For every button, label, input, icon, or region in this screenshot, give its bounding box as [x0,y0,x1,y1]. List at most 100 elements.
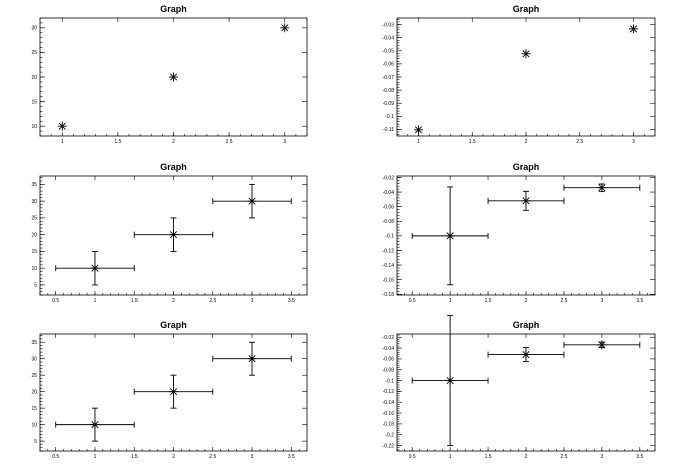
marker-stroke [414,126,423,134]
x-tick-label: 1.5 [131,298,138,304]
x-tick-label: 0.5 [409,298,416,304]
y-tick-label: -0.08 [383,368,395,374]
y-tick-label: 10 [31,422,37,428]
y-tick-label: -0.2 [385,433,394,439]
marker-stroke [446,377,454,385]
marker-stroke [598,184,606,192]
x-tick-label: 2 [172,454,175,460]
y-tick-label: 15 [31,249,37,255]
y-tick-label: -0.18 [383,422,395,428]
y-tick-label: -0.08 [383,219,395,225]
data-point [55,250,135,286]
x-tick-label: 3 [600,298,603,304]
x-tick-label: 2 [172,298,175,304]
plot-frame [396,17,656,137]
data-point [411,186,489,286]
marker-stroke [598,341,606,349]
y-tick-label: -0.1 [385,114,394,120]
y-tick-label: -0.03 [383,22,395,28]
y-tick-label: -0.07 [383,75,395,81]
graph-title: Graph [513,320,540,330]
x-tick-label: 2.5 [560,298,567,304]
x-tick-label: 2 [172,139,175,145]
asterisk-marker [414,125,423,135]
asterisk-marker [521,49,531,59]
x-tick-label: 1.5 [131,454,138,460]
data-point [629,24,638,34]
x-tick-label: 2.5 [560,454,567,460]
x-tick-label: 1 [449,298,452,304]
y-tick-label: -0.02 [383,175,395,181]
y-tick-label: 25 [31,216,37,222]
data-point [169,72,178,82]
marker-stroke [169,388,178,396]
x-tick-label: 2.5 [209,298,216,304]
y-tick-label: 10 [31,266,37,272]
x-tick-label: 3 [251,298,254,304]
x-tick-label: 1.5 [469,139,476,145]
y-tick-label: -0.04 [383,190,395,196]
marker-stroke [169,73,178,81]
data-point [133,217,214,252]
graph-title: Graph [513,4,540,14]
x-tick-label: 1 [94,298,97,304]
x-tick-label: 2.5 [209,454,216,460]
data-point [563,340,641,350]
x-tick-label: 1.5 [485,298,492,304]
y-tick-label: -0.14 [383,263,395,269]
data-point [133,374,214,409]
y-tick-label: 20 [31,232,37,238]
graph-title: Graph [160,162,187,172]
graph-panel-2: Graph 1 1.5 2 2.5 3 -0.03 -0.04 -0.05 -0.06 -0.07 -… [383,4,656,145]
x-tick-label: 3 [600,454,603,460]
x-tick-label: 2 [525,298,528,304]
data-point [521,49,531,59]
x-tick-label: 1 [94,454,97,460]
data-point [55,407,135,442]
y-tick-label: 15 [31,406,37,412]
data-point [487,190,565,211]
marker-stroke [629,25,638,33]
data-point [57,121,67,131]
data-point [411,315,489,447]
graph-panel-6: Graph 0.5 1 1.5 2 2.5 3 3.5 -0.02 -0.04 -0.06 -0.08… [383,315,656,460]
y-tick-label: -0.06 [383,357,395,363]
y-tick-label: -0.08 [383,88,395,94]
y-tick-label: -0.05 [383,49,395,55]
graph-panel-3: Graph 0.5 1 1.5 2 2.5 3 3.5 5 10 15 20 25 30 35 [31,162,308,304]
marker-stroke [522,351,530,359]
y-tick-label: 20 [31,75,37,81]
x-tick-label: 0.5 [409,454,416,460]
marker-stroke [248,355,256,363]
marker-stroke [522,197,530,205]
x-tick-label: 3 [251,454,254,460]
x-tick-label: 0.5 [52,454,59,460]
x-tick-label: 2.5 [226,139,233,145]
y-tick-label: -0.18 [383,292,395,298]
x-tick-label: 3.5 [636,454,643,460]
marker-stroke [91,421,99,429]
asterisk-marker [169,230,178,240]
x-tick-label: 1 [417,139,420,145]
graph-panel-1: Graph 1 1.5 2 2.5 3 10 15 20 25 30 [31,4,308,145]
y-tick-label: 30 [31,199,37,205]
asterisk-marker [169,72,178,82]
x-tick-label: 2 [525,454,528,460]
y-tick-label: 30 [31,26,37,32]
y-tick-label: -0.22 [383,443,395,449]
graph-panel-5: Graph 0.5 1 1.5 2 2.5 3 3.5 5 10 15 20 25 30 35 [31,320,308,460]
x-tick-label: 0.5 [52,298,59,304]
marker-stroke [91,264,99,272]
asterisk-marker [57,121,67,131]
data-point [212,341,292,376]
data-point [487,347,565,363]
y-tick-label: -0.04 [383,346,395,352]
y-tick-label: -0.06 [383,204,395,210]
y-tick-label: -0.16 [383,277,395,283]
asterisk-marker [169,387,178,397]
x-tick-label: 3.5 [636,298,643,304]
asterisk-marker [247,196,257,206]
x-tick-label: 3.5 [288,454,295,460]
asterisk-marker [445,231,455,241]
